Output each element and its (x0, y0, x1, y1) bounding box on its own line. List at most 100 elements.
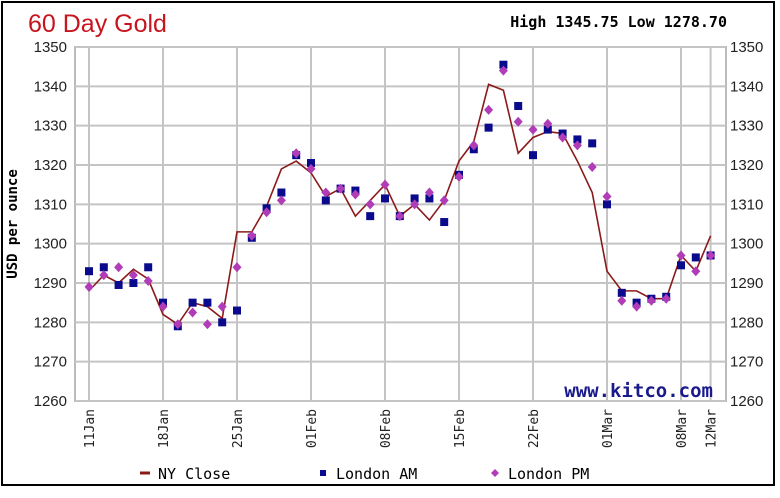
london-pm-point (484, 104, 494, 115)
london-am-point (603, 200, 611, 209)
london-pm-point (336, 183, 346, 194)
london-pm-point (691, 266, 701, 277)
y-tick-label-left: 1340 (34, 78, 67, 95)
x-tick-label: 15Feb (453, 409, 468, 448)
chart-frame (1, 1, 775, 486)
london-am-point (514, 102, 523, 110)
y-tick-label-left: 1300 (34, 236, 67, 253)
london-am-point (484, 123, 493, 132)
y-tick-label-right: 1300 (730, 236, 763, 253)
london-am-point (381, 194, 389, 203)
chart-title: 60 Day Gold (28, 10, 167, 38)
london-am-point (366, 212, 375, 221)
london-am-point (218, 318, 227, 327)
london-pm-point (321, 187, 331, 198)
y-tick-label-left: 1260 (34, 393, 67, 410)
y-tick-label-left: 1270 (34, 354, 67, 371)
plot-area (74, 46, 727, 402)
x-tick-label: 08Mar (675, 409, 690, 448)
y-tick-label-right: 1260 (730, 393, 763, 410)
legend-label: London PM (508, 465, 589, 483)
y-axis-label: USD per ounce (5, 169, 21, 279)
london-pm-point (454, 171, 464, 182)
london-pm-point (676, 250, 686, 261)
x-tick-label: 25Jan (231, 409, 246, 448)
london-pm-point (469, 140, 479, 151)
london-pm-point (143, 276, 153, 287)
london-pm-point (528, 124, 538, 135)
london-pm-point (439, 195, 449, 206)
london-pm-point (114, 262, 124, 273)
london-pm-point (558, 132, 568, 143)
london-pm-point (217, 301, 227, 312)
y-tick-label-right: 1270 (730, 354, 763, 371)
london-am-point (203, 298, 212, 307)
y-tick-label-right: 1340 (730, 78, 763, 95)
y-tick-label-left: 1350 (34, 39, 67, 56)
london-pm-point (128, 270, 138, 281)
y-tick-label-right: 1290 (730, 275, 763, 292)
x-tick-label: 18Jan (157, 409, 172, 448)
london-am-point (573, 135, 582, 144)
legend-item: NY Close (140, 465, 230, 483)
london-am-point (233, 306, 241, 315)
london-am-point (677, 261, 685, 270)
y-tick-label-right: 1350 (730, 39, 763, 56)
x-tick-label: 12Mar (705, 409, 720, 448)
y-tick-label-right: 1330 (730, 118, 763, 135)
london-am-point (425, 194, 434, 203)
london-pm-point (350, 189, 360, 200)
london-am-point (85, 267, 93, 276)
watermark: www.kitco.com (564, 380, 713, 402)
london-pm-point (380, 179, 390, 190)
y-tick-label-left: 1310 (34, 196, 67, 213)
london-pm-point (262, 207, 272, 218)
london-pm-point (424, 187, 434, 198)
x-tick-label: 11Jan (83, 409, 98, 448)
london-am-point (588, 139, 597, 148)
london-am-point (114, 280, 123, 289)
london-pm-point (158, 301, 168, 312)
london-am-point (99, 263, 108, 272)
london-pm-point (306, 163, 316, 174)
london-pm-point (543, 118, 553, 129)
london-pm-point (188, 307, 198, 318)
x-tick-label: 01Feb (305, 409, 320, 448)
london-pm-point (661, 293, 671, 304)
london-pm-point (365, 199, 375, 210)
london-am-point (543, 125, 552, 134)
london-pm-point (276, 195, 286, 206)
london-pm-point (247, 230, 257, 241)
london-pm-point (706, 250, 716, 261)
legend-square-icon (320, 470, 326, 476)
y-tick-label-left: 1320 (34, 157, 67, 174)
london-pm-point (395, 211, 405, 222)
y-tick-label-right: 1280 (730, 314, 763, 331)
london-pm-point (646, 295, 656, 306)
london-am-point (617, 288, 626, 297)
london-am-point (144, 263, 153, 272)
london-pm-point (513, 116, 523, 127)
london-pm-point (202, 319, 212, 330)
x-tick-label: 01Mar (601, 409, 616, 448)
legend-label: NY Close (158, 465, 230, 483)
london-pm-point (632, 301, 642, 312)
london-pm-point (232, 262, 242, 273)
london-pm-point (498, 65, 508, 76)
london-pm-point (410, 199, 420, 210)
legend-item: London AM (320, 465, 417, 483)
y-tick-label-right: 1320 (730, 157, 763, 174)
london-pm-point (587, 161, 597, 172)
y-tick-label-left: 1330 (34, 118, 67, 135)
london-am-point (188, 298, 197, 307)
london-am-point (129, 279, 138, 287)
london-am-point (277, 188, 286, 197)
london-pm-point (602, 191, 612, 202)
high-low-summary: High 1345.75 Low 1278.70 (510, 13, 727, 31)
legend-item: London PM (491, 465, 589, 483)
london-pm-point (84, 281, 94, 292)
london-am-point (410, 194, 419, 203)
y-tick-label-left: 1280 (34, 314, 67, 331)
